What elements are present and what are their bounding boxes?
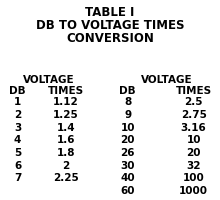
Text: 1.8: 1.8 bbox=[57, 147, 75, 157]
Text: 7: 7 bbox=[14, 173, 21, 183]
Text: 30: 30 bbox=[120, 160, 135, 170]
Text: 1.6: 1.6 bbox=[57, 135, 75, 145]
Text: 5: 5 bbox=[14, 147, 21, 157]
Text: 20: 20 bbox=[120, 135, 135, 145]
Text: 60: 60 bbox=[120, 185, 135, 195]
Text: 2: 2 bbox=[62, 160, 70, 170]
Text: 2.25: 2.25 bbox=[53, 173, 79, 183]
Text: 3: 3 bbox=[14, 122, 21, 132]
Text: 2.75: 2.75 bbox=[181, 110, 207, 120]
Text: VOLTAGE: VOLTAGE bbox=[23, 75, 74, 85]
Text: TABLE I: TABLE I bbox=[85, 6, 135, 19]
Text: 9: 9 bbox=[124, 110, 131, 120]
Text: 1.25: 1.25 bbox=[53, 110, 79, 120]
Text: 10: 10 bbox=[186, 135, 201, 145]
Text: 2.5: 2.5 bbox=[184, 97, 203, 107]
Text: 2: 2 bbox=[14, 110, 21, 120]
Text: TIMES: TIMES bbox=[48, 86, 84, 96]
Text: TIMES: TIMES bbox=[176, 86, 212, 96]
Text: 8: 8 bbox=[124, 97, 131, 107]
Text: DB: DB bbox=[9, 86, 26, 96]
Text: CONVERSION: CONVERSION bbox=[66, 32, 154, 45]
Text: 10: 10 bbox=[120, 122, 135, 132]
Text: 1.12: 1.12 bbox=[53, 97, 79, 107]
Text: 6: 6 bbox=[14, 160, 21, 170]
Text: 3.16: 3.16 bbox=[181, 122, 207, 132]
Text: 32: 32 bbox=[186, 160, 201, 170]
Text: 4: 4 bbox=[14, 135, 21, 145]
Text: 26: 26 bbox=[120, 147, 135, 157]
Text: 1: 1 bbox=[14, 97, 21, 107]
Text: VOLTAGE: VOLTAGE bbox=[141, 75, 193, 85]
Text: 1.4: 1.4 bbox=[57, 122, 75, 132]
Text: DB TO VOLTAGE TIMES: DB TO VOLTAGE TIMES bbox=[36, 19, 184, 32]
Text: 20: 20 bbox=[186, 147, 201, 157]
Text: 40: 40 bbox=[120, 173, 135, 183]
Text: 100: 100 bbox=[183, 173, 204, 183]
Text: DB: DB bbox=[119, 86, 136, 96]
Text: 1000: 1000 bbox=[179, 185, 208, 195]
